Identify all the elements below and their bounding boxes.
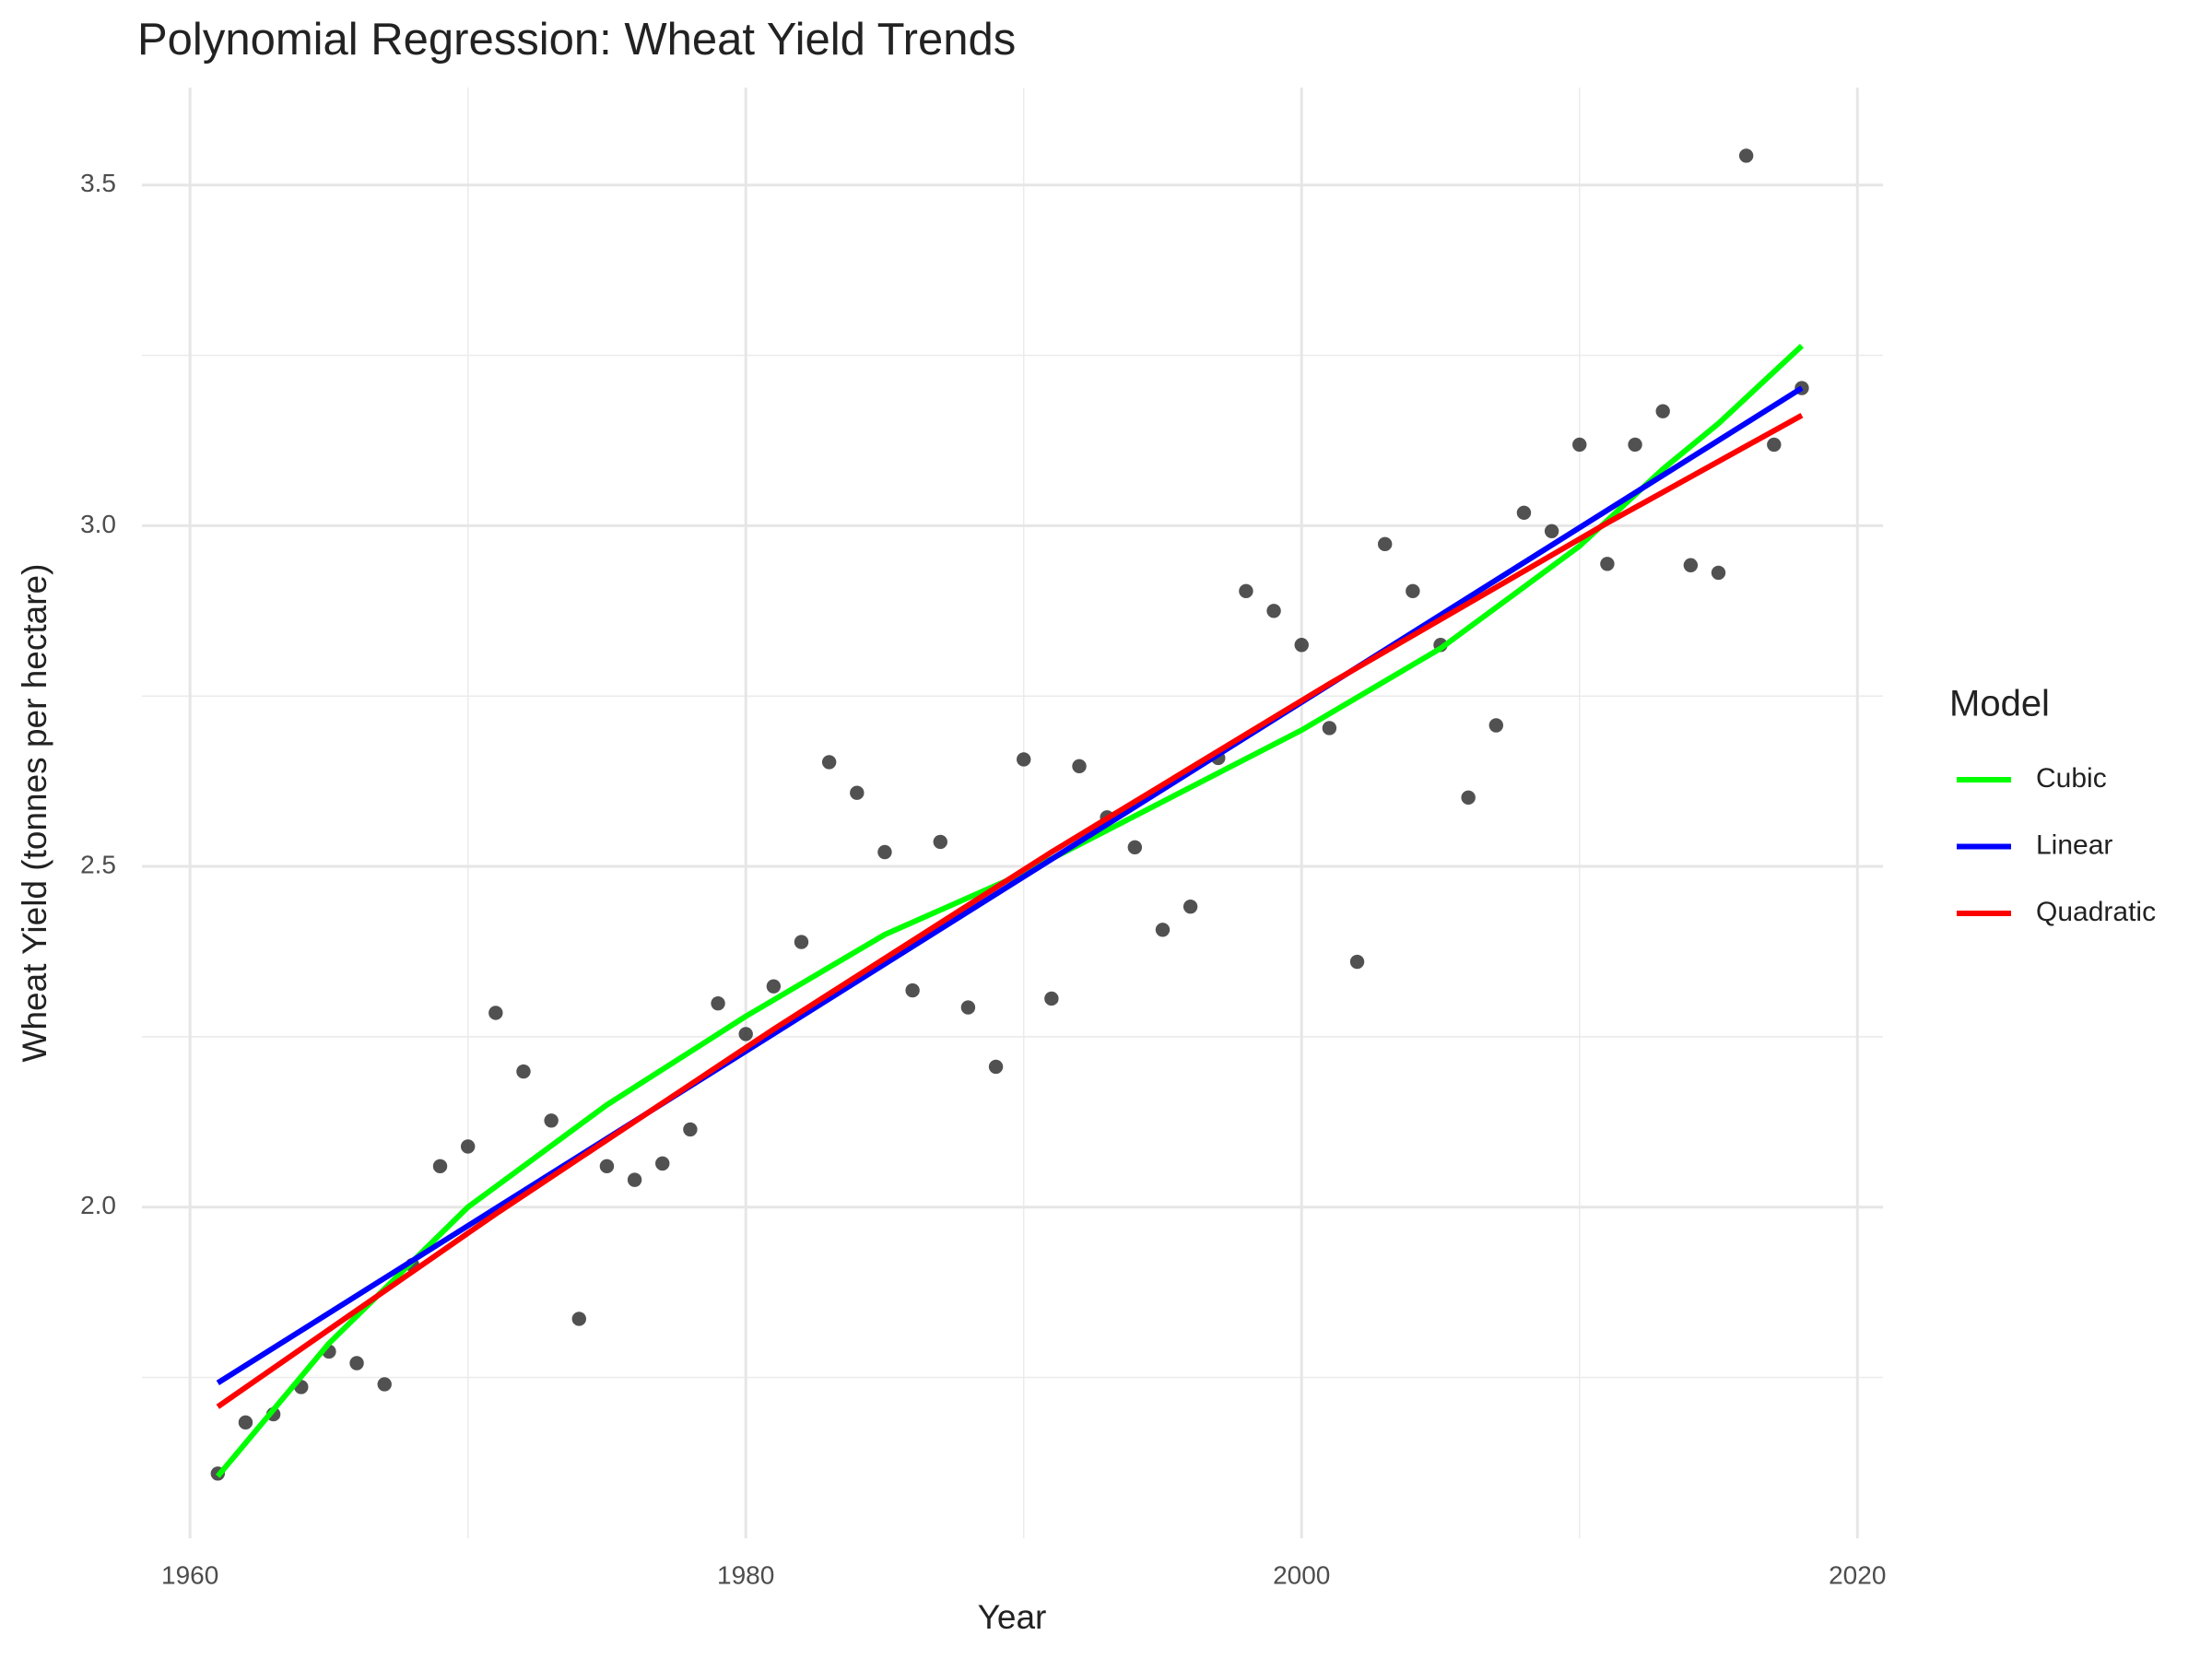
x-tick-label: 2020 <box>1829 1560 1886 1589</box>
legend-title: Model <box>1949 684 2050 724</box>
data-point <box>850 785 865 800</box>
data-point <box>1655 404 1670 418</box>
data-point <box>1182 899 1198 914</box>
data-point <box>1349 954 1365 970</box>
data-point <box>1239 583 1253 599</box>
data-point <box>933 834 947 850</box>
data-point <box>821 755 837 770</box>
data-point <box>1072 759 1087 774</box>
fit-line <box>216 412 1804 1409</box>
data-point <box>1044 991 1059 1006</box>
data-point <box>238 1415 253 1430</box>
legend-label: Linear <box>2036 830 2112 860</box>
data-point <box>1572 437 1587 453</box>
y-tick-label: 2.5 <box>80 850 116 878</box>
x-tick-label: 2000 <box>1273 1560 1330 1589</box>
data-point <box>627 1172 642 1187</box>
data-point <box>1294 638 1309 653</box>
y-axis-title: Wheat Yield (tonnes per hectare) <box>16 564 53 1063</box>
data-point <box>516 1064 531 1079</box>
data-point <box>544 1113 559 1128</box>
x-tick-label: 1980 <box>717 1560 774 1589</box>
data-point <box>1017 752 1031 767</box>
y-tick-label: 3.5 <box>80 169 116 197</box>
data-point <box>905 982 920 998</box>
y-tick-label: 3.0 <box>80 510 116 538</box>
data-point <box>683 1122 698 1137</box>
data-point <box>1266 604 1281 618</box>
data-point <box>1767 437 1782 453</box>
data-point <box>1155 923 1171 937</box>
legend-label: Quadratic <box>2036 897 2156 927</box>
data-point <box>571 1312 586 1326</box>
data-point <box>460 1139 476 1154</box>
data-point <box>794 935 809 949</box>
x-tick-label: 1960 <box>161 1560 218 1589</box>
data-point <box>960 1000 976 1015</box>
data-point <box>877 844 892 860</box>
data-point <box>1711 565 1726 581</box>
legend-label: Cubic <box>2036 763 2107 794</box>
data-point <box>488 1006 503 1020</box>
data-point <box>1738 148 1754 163</box>
data-point <box>655 1156 670 1171</box>
data-point <box>1322 721 1337 735</box>
data-point <box>1488 718 1503 733</box>
data-point <box>1600 557 1615 571</box>
data-point <box>1544 524 1559 538</box>
data-point <box>738 1027 753 1041</box>
y-tick-label: 2.0 <box>80 1191 116 1219</box>
x-axis-title: Year <box>978 1598 1047 1636</box>
data-point <box>377 1377 392 1392</box>
data-point <box>1377 536 1393 552</box>
fit-line <box>215 344 1805 1478</box>
data-point <box>1516 505 1532 521</box>
data-point <box>1628 437 1642 453</box>
data-point <box>349 1356 364 1371</box>
data-point <box>432 1159 448 1174</box>
data-point <box>711 995 725 1011</box>
chart-title: Polynomial Regression: Wheat Yield Trend… <box>137 15 1016 65</box>
data-point <box>988 1059 1004 1075</box>
data-point <box>1683 558 1699 572</box>
fit-line <box>216 385 1804 1385</box>
data-point <box>1406 583 1420 599</box>
data-point <box>1461 790 1476 806</box>
data-point <box>1127 840 1143 855</box>
data-point <box>599 1159 615 1174</box>
data-point <box>766 979 782 994</box>
